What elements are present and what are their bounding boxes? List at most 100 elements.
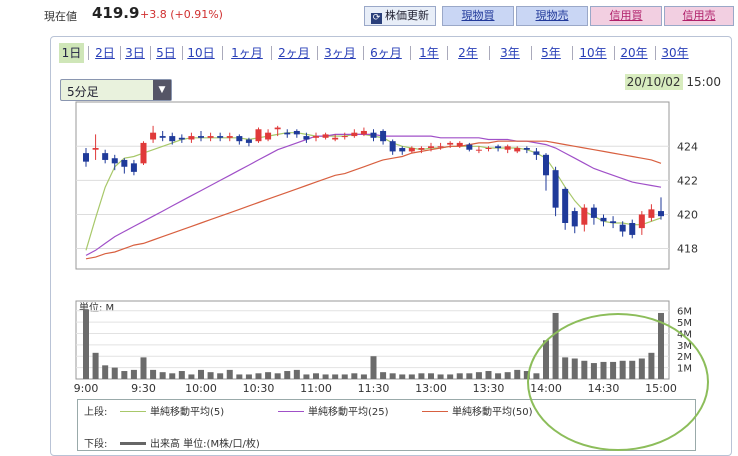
candle-body bbox=[552, 170, 559, 208]
legend-upper-label: 上段: bbox=[84, 407, 108, 418]
candle-body bbox=[332, 137, 339, 140]
margin-buy-button[interactable]: 信用買 bbox=[590, 6, 662, 26]
candle-body bbox=[140, 142, 147, 164]
candle-body bbox=[245, 139, 252, 143]
price-axes: 418 420 422 424 bbox=[75, 101, 698, 270]
margin-sell-button[interactable]: 信用売 bbox=[664, 6, 734, 26]
current-price-label: 現在値 bbox=[44, 10, 77, 23]
volume-bar bbox=[456, 373, 463, 379]
volume-bar bbox=[523, 371, 530, 379]
candle-body bbox=[313, 136, 319, 138]
tab-5d[interactable]: 5日 bbox=[156, 46, 176, 60]
current-price-value: 419.9 bbox=[92, 4, 140, 22]
candle-body bbox=[284, 132, 291, 135]
volume-bar bbox=[418, 373, 425, 379]
candle-body bbox=[274, 127, 281, 130]
volume-bar bbox=[92, 352, 99, 379]
cash-buy-button[interactable]: 現物買 bbox=[442, 6, 514, 26]
tab-2d[interactable]: 2日 bbox=[95, 46, 115, 60]
candle-body bbox=[178, 137, 185, 140]
candle-body bbox=[121, 159, 128, 167]
candle-body bbox=[629, 222, 636, 235]
candlesticks bbox=[83, 125, 664, 239]
candle-body bbox=[380, 130, 387, 142]
chevron-down-icon[interactable]: ▼ bbox=[153, 80, 171, 100]
candle-body bbox=[236, 136, 243, 142]
candle-body bbox=[475, 149, 482, 151]
volume-bar bbox=[495, 373, 502, 379]
candle-body bbox=[341, 136, 348, 138]
candle-body bbox=[217, 136, 224, 138]
volume-bar bbox=[380, 372, 387, 379]
candle-body bbox=[533, 151, 540, 155]
legend-item-ma25: 単純移動平均(25) bbox=[278, 403, 389, 418]
tab-2y[interactable]: 2年 bbox=[458, 46, 478, 60]
tab-2m[interactable]: 2ヶ月 bbox=[278, 46, 310, 60]
candle-body bbox=[92, 148, 99, 150]
volume-bar bbox=[504, 372, 511, 379]
volume-bar bbox=[293, 369, 300, 379]
cash-sell-button[interactable]: 現物売 bbox=[516, 6, 588, 26]
volume-bar bbox=[226, 369, 233, 379]
tab-5y[interactable]: 5年 bbox=[541, 46, 561, 60]
volume-bar bbox=[351, 373, 358, 379]
legend-item-ma5-label: 単純移動平均(5) bbox=[150, 407, 225, 418]
tab-6m[interactable]: 6ヶ月 bbox=[370, 46, 402, 60]
volume-tick-label: 5M bbox=[677, 318, 692, 329]
price-change: +3.8 (+0.91%) bbox=[140, 8, 223, 21]
volume-bar bbox=[236, 374, 243, 379]
volume-bar bbox=[360, 374, 367, 379]
volume-bar bbox=[121, 371, 128, 379]
x-tick-label: 9:30 bbox=[131, 382, 156, 395]
tab-1y[interactable]: 1年 bbox=[419, 46, 439, 60]
volume-bar bbox=[140, 357, 147, 379]
tab-3y[interactable]: 3年 bbox=[500, 46, 520, 60]
x-tick-label: 10:30 bbox=[243, 382, 275, 395]
volume-bar bbox=[102, 365, 109, 379]
volume-bar bbox=[466, 373, 473, 379]
candle-body bbox=[159, 136, 166, 138]
candle-body bbox=[447, 142, 454, 145]
volume-bar bbox=[485, 371, 492, 379]
volume-bar bbox=[341, 374, 348, 379]
moving-average-line bbox=[85, 140, 662, 260]
refresh-button[interactable]: ⟳ 株価更新 bbox=[364, 6, 436, 26]
candle-body bbox=[150, 132, 157, 140]
candle-body bbox=[322, 134, 329, 138]
candle-body bbox=[543, 154, 549, 176]
chart-time: 15:00 bbox=[686, 75, 721, 89]
volume-bar bbox=[322, 374, 329, 379]
chart-date: 20/10/02 bbox=[624, 74, 683, 90]
tab-30y[interactable]: 30年 bbox=[661, 46, 689, 60]
candle-body bbox=[571, 211, 578, 227]
candle-body bbox=[514, 148, 521, 152]
candle-body bbox=[610, 221, 617, 223]
tab-10d[interactable]: 10日 bbox=[187, 46, 215, 60]
candle-body bbox=[207, 136, 214, 138]
candle-body bbox=[83, 153, 89, 162]
candle-body bbox=[581, 207, 588, 225]
volume-bar bbox=[284, 371, 291, 379]
tab-1m[interactable]: 1ヶ月 bbox=[231, 46, 263, 60]
tab-20y[interactable]: 20年 bbox=[620, 46, 648, 60]
candle-body bbox=[485, 148, 492, 150]
interval-select[interactable]: 5分足 ▼ bbox=[60, 79, 172, 101]
price-tick-label: 420 bbox=[677, 208, 698, 221]
volume-bar bbox=[169, 373, 176, 379]
volume-bar bbox=[265, 372, 272, 379]
tab-3m[interactable]: 3ヶ月 bbox=[324, 46, 356, 60]
volume-bar bbox=[447, 374, 454, 379]
candle-body bbox=[590, 207, 597, 218]
tab-10y[interactable]: 10年 bbox=[579, 46, 607, 60]
chart-panel: 1日 2日 3日 5日 10日 1ヶ月 2ヶ月 3ヶ月 6ヶ月 1年 2年 3年… bbox=[50, 36, 732, 456]
x-tick-label: 13:00 bbox=[415, 382, 447, 395]
legend-item-ma50: 単純移動平均(50) bbox=[422, 403, 533, 418]
volume-bar bbox=[217, 373, 224, 379]
tab-3d[interactable]: 3日 bbox=[125, 46, 145, 60]
candle-body bbox=[456, 142, 463, 147]
price-tick-label: 418 bbox=[677, 243, 698, 256]
refresh-label: 株価更新 bbox=[385, 9, 429, 22]
candle-body bbox=[600, 217, 607, 222]
legend-item-ma50-label: 単純移動平均(50) bbox=[452, 407, 533, 418]
tab-1d[interactable]: 1日 bbox=[59, 43, 84, 63]
